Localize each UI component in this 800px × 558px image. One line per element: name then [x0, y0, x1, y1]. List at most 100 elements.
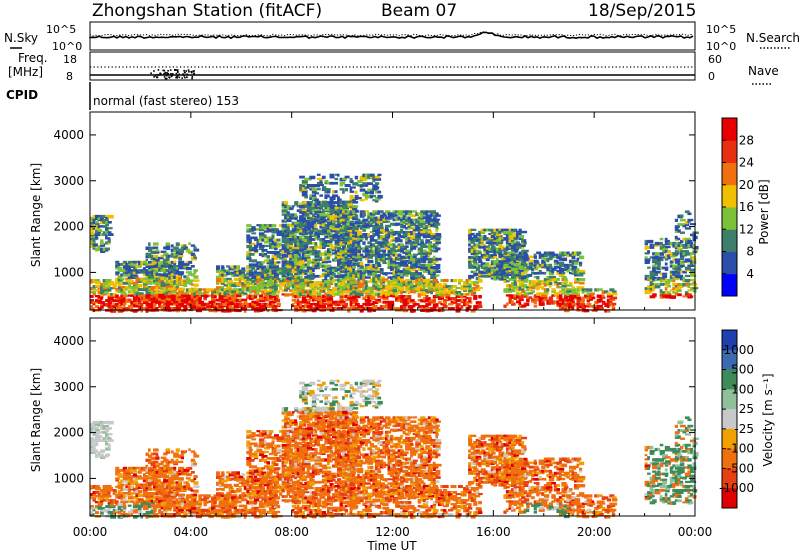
power-cell [410, 307, 413, 309]
power-cell [166, 305, 171, 307]
power-cell [408, 260, 411, 263]
power-cell [579, 282, 585, 284]
power-cell [458, 279, 463, 282]
power-cell [332, 182, 338, 185]
power-cell [188, 261, 192, 264]
power-cell [352, 266, 356, 269]
power-cell [559, 294, 563, 297]
power-cell [269, 288, 272, 292]
nave-point [155, 75, 157, 77]
power-cell [410, 299, 415, 302]
nave-point [191, 78, 193, 80]
nave-point [157, 76, 159, 78]
nsky-tick-top: 10^5 [46, 23, 76, 36]
power-cell [410, 247, 416, 249]
power-cell [493, 256, 497, 258]
power-cell [413, 285, 417, 287]
power-cell [153, 242, 159, 245]
power-cell [317, 211, 322, 213]
power-cell [302, 232, 305, 235]
power-cell [443, 279, 449, 282]
nave-point [158, 74, 160, 76]
nave-point [176, 77, 178, 79]
power-cell [302, 297, 306, 300]
power-cell [602, 301, 606, 303]
power-cell [564, 303, 568, 307]
power-cell [534, 260, 539, 263]
power-cell [337, 196, 340, 198]
power-cell [95, 279, 100, 281]
power-cell [577, 280, 580, 282]
power-cell [415, 303, 420, 305]
power-cell [146, 259, 149, 261]
power-cell [519, 258, 523, 262]
power-cell [385, 272, 388, 276]
nave-point [153, 70, 155, 72]
power-cell [317, 230, 323, 233]
power-cell [289, 232, 294, 234]
power-cell [156, 273, 161, 276]
power-cell [319, 256, 322, 259]
power-cell [236, 265, 240, 269]
power-cell [549, 296, 553, 299]
power-cell [176, 301, 179, 303]
power-cell [198, 299, 201, 302]
power-cell [430, 233, 436, 235]
power-cell [309, 184, 314, 187]
power-cell [335, 211, 338, 214]
power-cell [468, 243, 471, 246]
power-cell [264, 245, 269, 247]
power-cell [161, 251, 167, 253]
power-cell [398, 245, 401, 249]
power-cell [138, 265, 142, 268]
nave-point [171, 76, 173, 78]
power-cell [534, 256, 537, 259]
power-cell [294, 271, 297, 273]
power-cell [340, 188, 345, 190]
power-cell [559, 290, 562, 292]
nave-point [175, 69, 177, 71]
power-cell [357, 231, 362, 234]
power-cell [324, 250, 327, 253]
power-cell [362, 229, 366, 232]
power-cell [448, 303, 453, 305]
power-cell [317, 178, 320, 180]
power-cell [251, 286, 257, 290]
power-cell [294, 213, 297, 217]
power-cell [400, 287, 404, 291]
power-cell [261, 284, 264, 287]
power-cell [153, 294, 159, 297]
power-cell [612, 305, 615, 308]
power-cell [357, 197, 362, 199]
power-cell [418, 260, 421, 264]
nave-scatter [150, 69, 195, 79]
power-cell [100, 215, 103, 218]
nave-point [188, 69, 190, 71]
power-cell [350, 227, 353, 230]
power-cell [289, 273, 292, 276]
power-cell [511, 300, 514, 304]
power-cell [360, 239, 363, 242]
power-cell [226, 265, 230, 267]
power-cell [176, 242, 180, 246]
power-cell [519, 252, 522, 256]
power-cell [529, 288, 532, 291]
power-cell [168, 265, 173, 268]
nsearch-tick-bottom: 10^0 [706, 40, 736, 53]
power-cell [241, 274, 244, 277]
power-cell [299, 236, 302, 239]
power-cell [256, 241, 259, 244]
power-cell [272, 307, 278, 309]
power-cell [178, 275, 181, 277]
power-cell [282, 277, 287, 279]
power-cell [108, 215, 114, 219]
power-cell [536, 276, 539, 280]
power-cell [471, 229, 477, 231]
power-cell [123, 292, 127, 295]
power-cell [297, 299, 300, 301]
power-cell [357, 250, 361, 254]
power-cell [294, 250, 299, 254]
power-cell [299, 279, 305, 282]
power-cell [393, 289, 398, 292]
power-cell [418, 272, 422, 274]
